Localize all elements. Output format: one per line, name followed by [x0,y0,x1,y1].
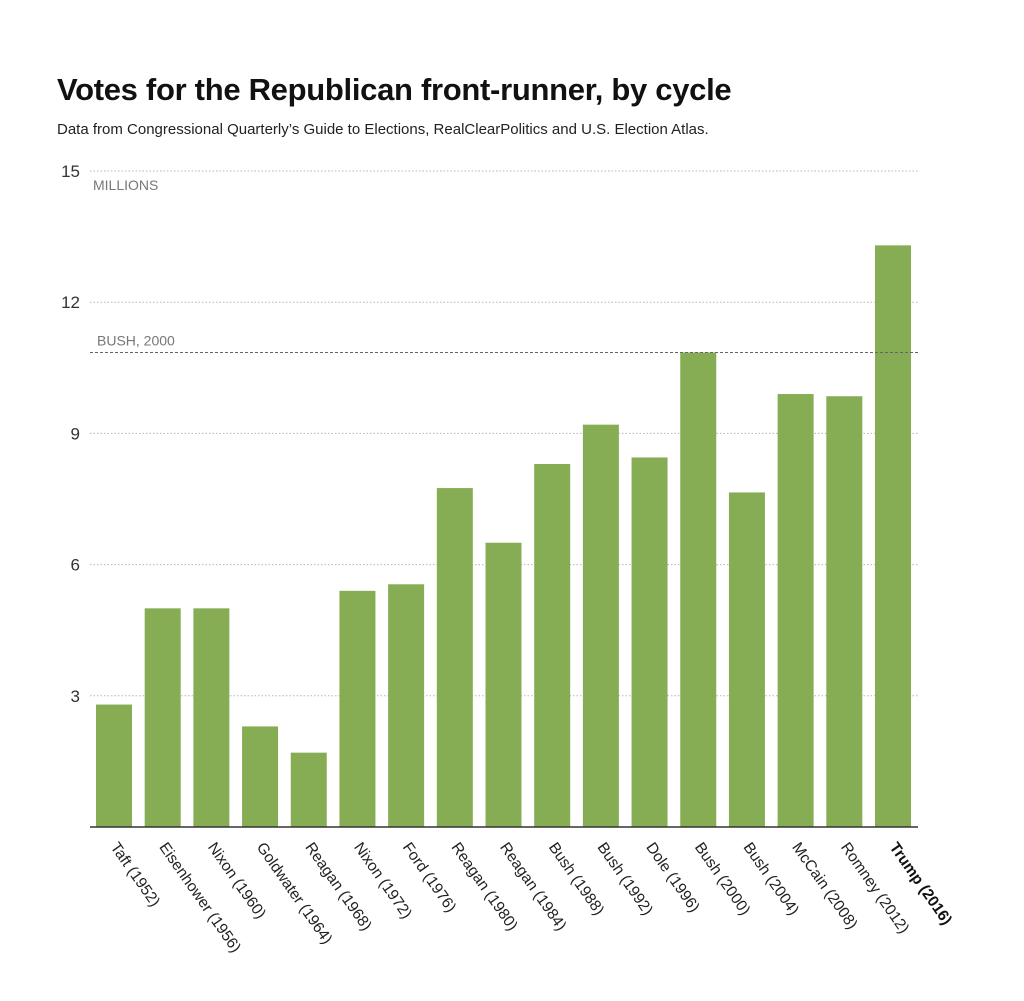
bar-12 [631,457,668,827]
chart-title: Votes for the Republican front-runner, b… [57,72,732,107]
bar-6 [339,590,376,827]
y-tick-label: 3 [71,687,80,706]
x-category-label: Taft (1952) [107,840,163,910]
bar-5 [290,752,327,827]
bar-7 [388,584,425,827]
y-tick-label: 9 [71,424,80,443]
bar-17 [875,245,911,827]
reference-line-label: BUSH, 2000 [97,332,175,348]
y-tick-label: 15 [61,162,80,181]
y-tick-label: 6 [71,556,80,575]
bar-10 [534,464,571,827]
bar-14 [728,492,765,827]
bar-2 [144,608,181,827]
y-tick-label: 12 [61,293,80,312]
chart-subtitle: Data from Congressional Quarterly’s Guid… [57,121,709,138]
bar-11 [582,424,619,827]
bar-15 [777,394,814,827]
bar-8 [436,488,473,827]
bar-4 [242,726,279,827]
y-axis-unit-label: MILLIONS [93,177,158,193]
bar-3 [193,608,230,827]
bar-13 [680,352,717,827]
bar-9 [485,542,522,827]
bar-1 [96,704,132,827]
bar-16 [826,396,863,827]
